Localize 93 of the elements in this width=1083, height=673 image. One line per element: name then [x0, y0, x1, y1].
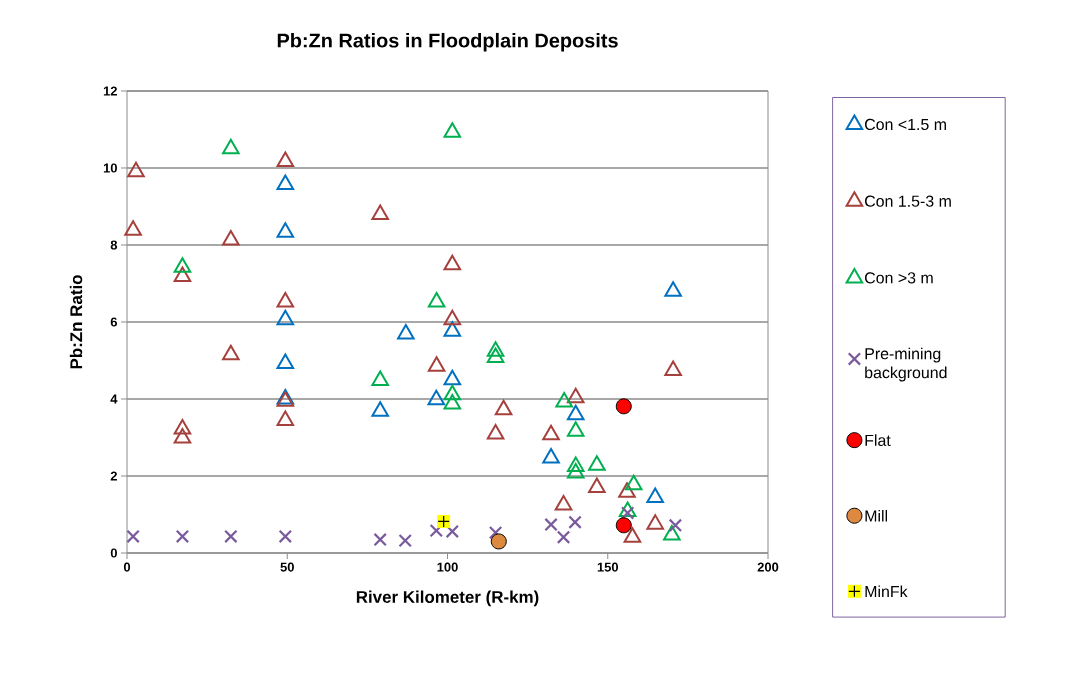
- y-axis-title: Pb:Zn Ratio: [69, 275, 83, 369]
- legend-label: Pre-mining background: [865, 347, 947, 382]
- point: [276, 174, 295, 191]
- point: [615, 398, 632, 415]
- point: [222, 344, 240, 361]
- point: [443, 384, 462, 401]
- point: [175, 529, 190, 544]
- point: [173, 266, 192, 283]
- point: [429, 523, 444, 538]
- point: [624, 474, 643, 491]
- point: [618, 501, 637, 517]
- y-tick-label: 10: [103, 163, 117, 173]
- point: [398, 533, 412, 548]
- point: [445, 524, 460, 539]
- point: [623, 527, 642, 543]
- y-tick-label: 12: [103, 86, 117, 96]
- x-tick-label: 50: [280, 562, 294, 572]
- legend-label: Con 1.5-3 m: [865, 195, 951, 207]
- point: [566, 456, 585, 472]
- point: [443, 369, 462, 386]
- point: [173, 427, 192, 444]
- point: [646, 514, 664, 530]
- point: [222, 229, 240, 246]
- point: [646, 487, 664, 504]
- y-tick-label: 6: [110, 317, 118, 327]
- point: [224, 529, 238, 544]
- legend-label: Con >3 m: [865, 272, 933, 284]
- point: [486, 341, 505, 357]
- point: [566, 421, 585, 437]
- point: [443, 122, 462, 138]
- point: [276, 151, 295, 167]
- point: [276, 309, 295, 326]
- point: [371, 204, 389, 221]
- x-tick-label: 0: [123, 562, 131, 572]
- point: [588, 477, 606, 494]
- point: [222, 138, 240, 155]
- point: [668, 518, 683, 533]
- point: [555, 392, 573, 408]
- y-tick-label: 4: [110, 394, 118, 404]
- point: [554, 494, 573, 511]
- point: [664, 281, 682, 297]
- point: [278, 529, 293, 544]
- point: [615, 517, 632, 534]
- point: [276, 410, 295, 427]
- point: [371, 370, 389, 387]
- legend-label: MinFk: [865, 585, 908, 598]
- point: [443, 394, 462, 410]
- point: [397, 323, 415, 340]
- y-tick-label: 8: [110, 240, 118, 250]
- point: [486, 424, 505, 440]
- point: [588, 455, 606, 471]
- point: [276, 222, 295, 238]
- point: [427, 356, 446, 372]
- point: [443, 254, 462, 271]
- y-tick-label: 2: [110, 471, 117, 481]
- x-tick-label: 100: [437, 562, 458, 572]
- point: [173, 257, 192, 273]
- point: [566, 404, 585, 421]
- point: [371, 401, 389, 417]
- point: [566, 462, 585, 479]
- point: [126, 529, 140, 544]
- point: [427, 291, 446, 308]
- point: [488, 525, 503, 540]
- point: [124, 220, 142, 236]
- point: [276, 353, 295, 370]
- point: [663, 524, 681, 541]
- point: [568, 515, 582, 529]
- point: [373, 532, 387, 547]
- point: [443, 321, 462, 337]
- point: [544, 517, 558, 532]
- point: [490, 533, 507, 550]
- legend-label: Flat: [865, 434, 891, 447]
- x-tick-label: 200: [757, 562, 779, 572]
- point: [664, 360, 682, 377]
- point: [494, 399, 513, 416]
- point: [486, 347, 505, 363]
- point: [542, 447, 560, 464]
- point: [620, 506, 635, 520]
- point: [173, 419, 192, 435]
- x-axis-title: River Kilometer (R-km): [356, 590, 539, 607]
- y-tick-label: 0: [110, 548, 117, 558]
- legend-label: Con <1.5 m: [865, 118, 946, 131]
- x-tick-label: 150: [597, 562, 619, 572]
- point: [542, 424, 560, 441]
- chart-title: Pb:Zn Ratios in Floodplain Deposits: [277, 32, 618, 52]
- point: [556, 530, 571, 544]
- point: [276, 291, 295, 308]
- point: [566, 387, 585, 404]
- point: [618, 482, 636, 498]
- legend-label: Mill: [865, 509, 888, 522]
- point: [127, 161, 145, 178]
- point: [443, 309, 462, 326]
- point: [427, 389, 446, 406]
